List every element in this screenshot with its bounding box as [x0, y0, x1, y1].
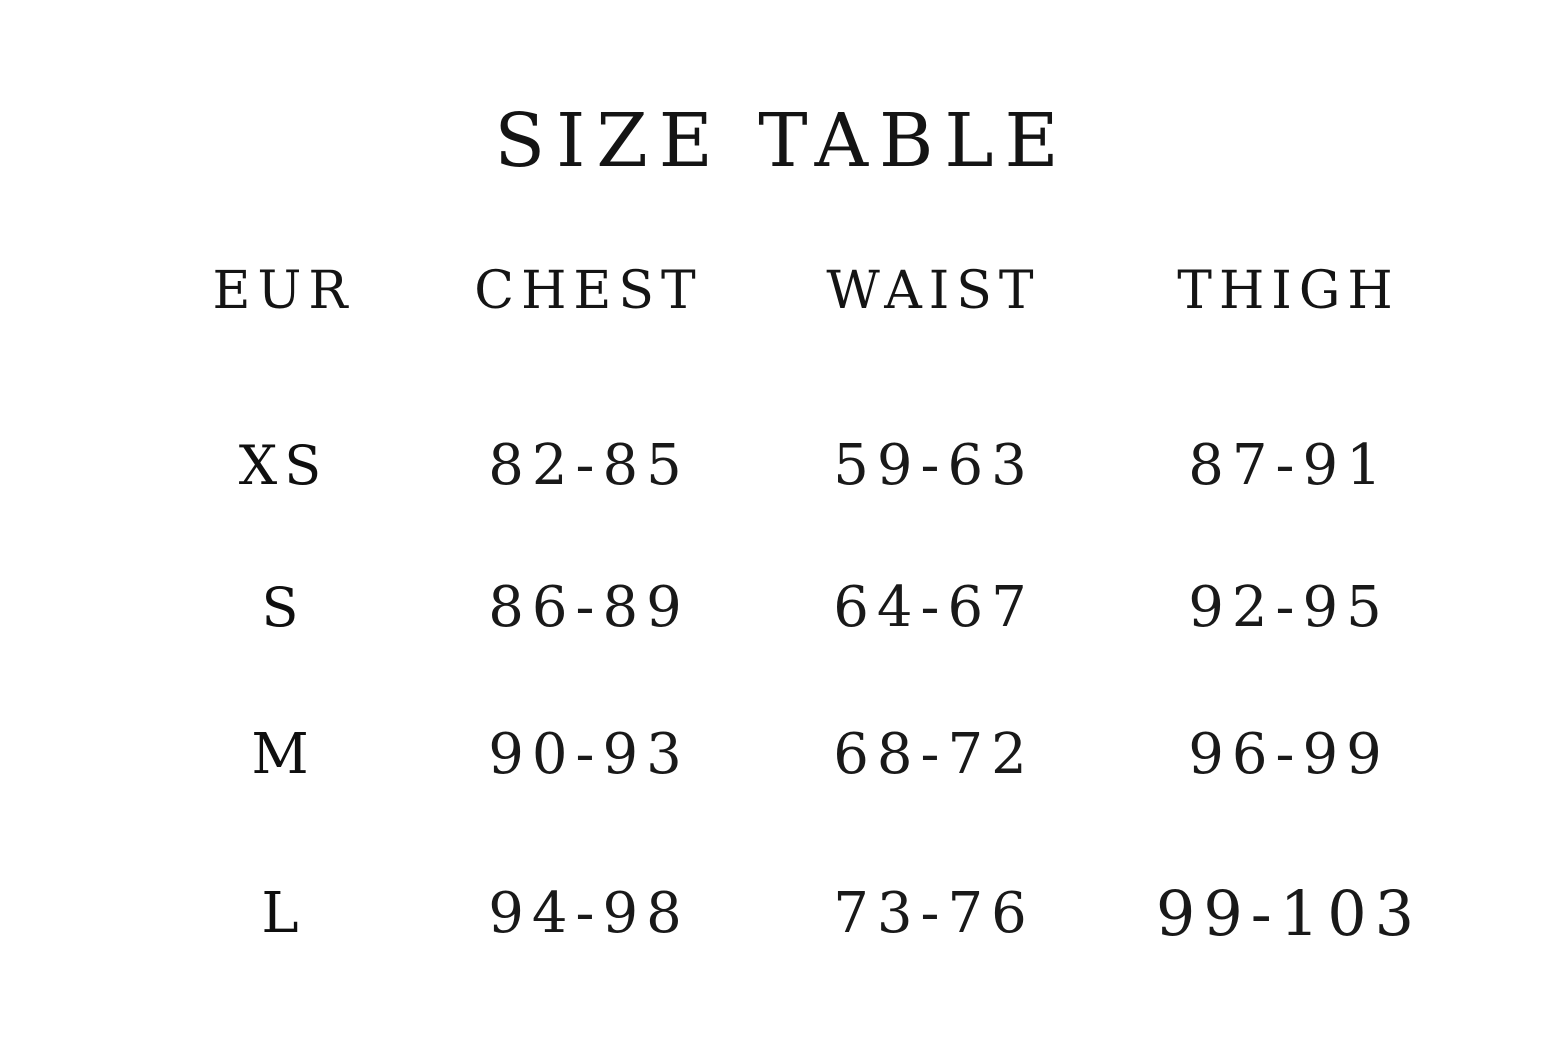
cell-size: S — [261, 576, 306, 639]
cell-waist: 59-63 — [833, 433, 1035, 498]
cell-thigh: 87-91 — [1188, 433, 1390, 498]
table-header-row: EUR CHEST WAIST THIGH — [150, 248, 1470, 334]
table-row: L 94-98 73-76 99-103 — [150, 831, 1470, 996]
cell-chest: 86-89 — [488, 575, 690, 640]
cell-size: M — [251, 722, 316, 787]
cell-thigh: 99-103 — [1155, 876, 1423, 950]
cell-size: XS — [238, 434, 329, 497]
cell-chest: 94-98 — [488, 880, 690, 946]
cell-waist: 68-72 — [833, 722, 1035, 787]
cell-chest: 82-85 — [488, 433, 690, 498]
table-row: S 86-89 64-67 92-95 — [150, 537, 1470, 679]
size-table: EUR CHEST WAIST THIGH XS 82-85 59-63 87-… — [150, 248, 1470, 996]
cell-chest: 90-93 — [488, 722, 690, 787]
cell-thigh: 92-95 — [1188, 575, 1390, 640]
table-row: XS 82-85 59-63 87-91 — [150, 395, 1470, 537]
cell-waist: 64-67 — [833, 575, 1035, 640]
column-header-eur: EUR — [212, 261, 355, 321]
cell-waist: 73-76 — [833, 880, 1035, 946]
column-header-waist: WAIST — [826, 261, 1041, 321]
column-header-thigh: THIGH — [1177, 261, 1400, 321]
table-row: M 90-93 68-72 96-99 — [150, 679, 1470, 831]
column-header-chest: CHEST — [474, 261, 703, 321]
cell-size: L — [261, 880, 306, 946]
page-title-container: SIZE TABLE — [0, 104, 1553, 178]
cell-thigh: 96-99 — [1188, 722, 1390, 787]
page-title: SIZE TABLE — [494, 98, 1070, 184]
